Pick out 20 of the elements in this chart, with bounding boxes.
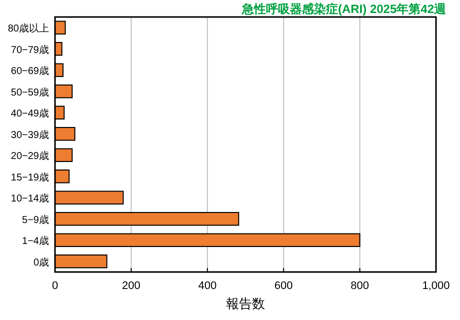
y-tick-label: 1−4歳	[22, 235, 49, 248]
x-tick-label: 400	[198, 280, 217, 292]
x-axis-title: 報告数	[226, 296, 265, 311]
y-tick-label: 40−49歳	[10, 108, 49, 120]
y-tick-label: 20−29歳	[10, 150, 49, 162]
x-tick-label: 800	[350, 280, 369, 292]
y-tick-label: 80歳以上	[8, 22, 49, 35]
x-tick-label: 600	[274, 280, 293, 292]
y-tick-label: 10−14歳	[10, 192, 49, 205]
x-tick-label: 0	[52, 280, 58, 292]
x-tick-label: 1,000	[422, 280, 450, 292]
y-tick-label: 50−59歳	[10, 86, 49, 98]
y-tick-label: 0歳	[33, 256, 49, 268]
y-tick-label: 5−9歳	[22, 214, 49, 226]
chart-title: 急性呼吸器感染症(ARI) 2025年第42週	[240, 2, 447, 16]
y-tick-label: 60−69歳	[10, 65, 49, 78]
x-tick-label: 200	[122, 280, 140, 292]
y-tick-label: 15−19歳	[10, 171, 49, 184]
y-tick-label: 70−79歳	[10, 44, 49, 56]
y-tick-label: 30−39歳	[10, 128, 49, 141]
